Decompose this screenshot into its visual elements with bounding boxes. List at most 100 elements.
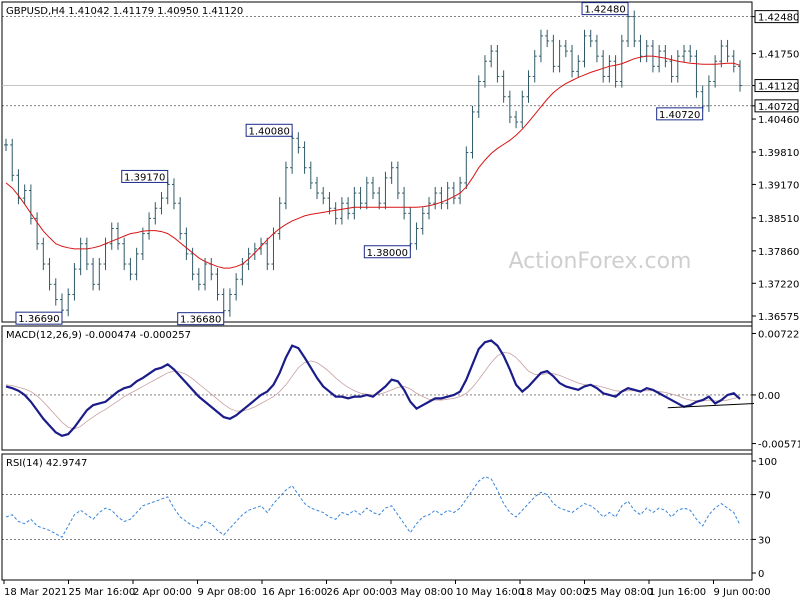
ohlc-bar [265, 237, 270, 271]
ohlc-bar [159, 192, 164, 215]
ohlc-bar [41, 237, 46, 271]
ohlc-bar [140, 227, 145, 260]
watermark: ActionForex.com [509, 249, 692, 274]
ohlc-bar [482, 55, 487, 88]
ohlc-bar [290, 132, 295, 174]
callout-label: 1.38000 [367, 248, 408, 259]
callout-label: 1.39170 [124, 172, 165, 183]
ohlc-bar [128, 257, 133, 281]
price-header: GBPUSD,H4 1.41042 1.41179 1.40950 1.4112… [6, 6, 243, 17]
ohlc-bar [451, 181, 456, 205]
callout-label: 1.36680 [180, 315, 221, 326]
price-tick-label: 1.36575 [758, 312, 799, 323]
ohlc-bar [134, 247, 139, 281]
ohlc-bar [109, 222, 114, 250]
price-tick-label: 1.37220 [758, 279, 799, 290]
ohlc-bar [339, 197, 344, 225]
rsi-panel-frame [1, 453, 753, 581]
ohlc-bar [520, 90, 525, 129]
ohlc-bar [171, 178, 176, 210]
ohlc-bar [10, 138, 15, 182]
ohlc-bar [613, 55, 618, 88]
rsi-tick-label: 70 [758, 491, 771, 502]
ohlc-bar [738, 60, 742, 92]
ohlc-bar [489, 45, 494, 68]
ohlc-bar [588, 29, 593, 48]
ohlc-bar [47, 257, 52, 291]
price-callout: 1.38000 [363, 243, 411, 259]
rsi-line [5, 476, 741, 538]
ohlc-bar [688, 45, 693, 63]
ohlc-bar [514, 110, 519, 129]
ohlc-bar [495, 45, 500, 83]
ohlc-bar [333, 202, 338, 225]
ohlc-bar [725, 39, 730, 63]
ohlc-bar [594, 34, 599, 63]
macd-signal-line [5, 352, 741, 430]
x-tick-label: 9 Apr 08:00 [198, 587, 257, 598]
ohlc-bar [713, 55, 718, 88]
macd-header: MACD(12,26,9) -0.000474 -0.000257 [6, 330, 191, 341]
ohlc-bar [414, 222, 419, 250]
ohlc-bar [731, 50, 736, 73]
callout-label: 1.42480 [584, 5, 625, 16]
ohlc-bar [638, 34, 643, 63]
ohlc-bar [147, 212, 152, 240]
price-marker-box [754, 10, 799, 24]
ohlc-bar [352, 186, 357, 220]
ohlc-bar [719, 39, 724, 68]
ohlc-bar [227, 288, 232, 317]
ohlc-bar [526, 70, 531, 103]
callout-label: 1.40720 [659, 110, 700, 121]
ohlc-bar [501, 70, 506, 103]
ohlc-bar [72, 263, 77, 301]
ohlc-bar [16, 169, 21, 205]
price-tick-label: 1.40460 [758, 115, 799, 126]
macd-tick-label: -0.005714 [758, 440, 800, 451]
ohlc-bar [66, 288, 71, 317]
price-marker-box [754, 99, 799, 113]
ohlc-bar [694, 50, 699, 98]
ohlc-bar [383, 171, 388, 210]
ohlc-bar [377, 186, 382, 210]
ohlc-bar [321, 186, 326, 205]
ohlc-bar [619, 34, 624, 88]
price-callout: 1.40080 [245, 123, 293, 139]
ohlc-bar [35, 212, 40, 250]
ohlc-bar [601, 50, 606, 83]
price-tick-label: 1.40720 [758, 102, 799, 113]
ohlc-bar [389, 161, 394, 184]
ohlc-bar [607, 55, 612, 83]
ohlc-bar [545, 29, 550, 48]
moving-average-line [5, 55, 741, 269]
price-tick-label: 1.37860 [758, 247, 799, 258]
price-tick-label: 1.38510 [758, 214, 799, 225]
ohlc-bar [675, 50, 680, 83]
axes: 1.42480 1.41750 1.41120 1.40720 1.40460 1.398… [3, 10, 800, 598]
price-tick-label: 1.42480 [758, 13, 799, 24]
ohlc-bar [402, 186, 407, 220]
ohlc-bar [215, 268, 220, 301]
price-panel-frame [1, 1, 753, 323]
ohlc-bar [296, 132, 301, 154]
ohlc-bar [470, 105, 475, 159]
ohlc-bar [632, 10, 637, 48]
ohlc-bar [103, 237, 108, 271]
x-tick-label: 18 May 00:00 [520, 587, 589, 598]
x-tick-label: 3 May 08:00 [391, 587, 453, 598]
rsi-header: RSI(14) 42.9747 [6, 458, 87, 469]
ohlc-bar [203, 257, 208, 291]
ohlc-bar [4, 138, 8, 151]
ohlc-bar [507, 90, 512, 124]
ohlc-bar [371, 176, 375, 200]
ohlc-bar [464, 146, 469, 189]
ohlc-bar [420, 207, 425, 235]
ohlc-bar [153, 202, 158, 225]
ohlc-bar [439, 186, 444, 210]
ohlc-bar [122, 237, 127, 271]
ohlc-bar [570, 45, 575, 78]
ohlc-bar [315, 176, 320, 200]
ohlc-bar [364, 176, 369, 210]
ohlc-bar [115, 222, 120, 250]
